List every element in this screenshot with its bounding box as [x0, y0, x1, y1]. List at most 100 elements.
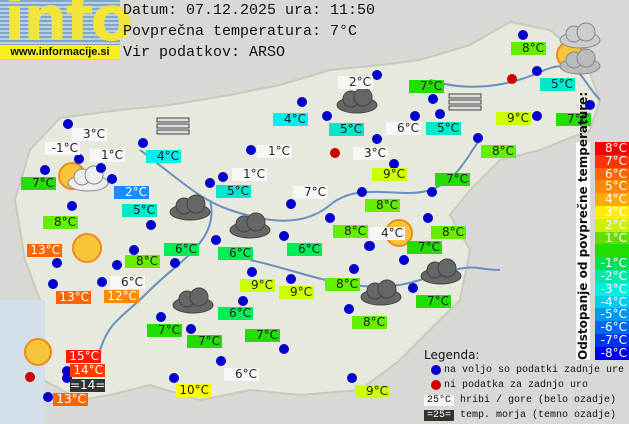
station-dot[interactable] — [322, 111, 332, 121]
fog-icon — [156, 117, 190, 135]
temperature-label: 5°C — [329, 123, 364, 136]
temperature-label: 8°C — [511, 42, 546, 55]
station-dot[interactable] — [279, 231, 289, 241]
scale-step: 1°C — [595, 231, 629, 245]
station-dot[interactable] — [325, 213, 335, 223]
station-dot[interactable] — [389, 159, 399, 169]
temperature-label: 7°C — [187, 335, 222, 348]
station-dot[interactable] — [286, 199, 296, 209]
station-dot[interactable] — [372, 70, 382, 80]
cloud-icon — [229, 212, 271, 239]
station-dot[interactable] — [48, 279, 58, 289]
temperature-label: 8°C — [352, 316, 387, 329]
station-dot[interactable] — [410, 111, 420, 121]
station-dot[interactable] — [129, 245, 139, 255]
temperature-label: 5°C — [540, 78, 575, 91]
station-dot[interactable] — [40, 165, 50, 175]
temperature-label: 13°C — [56, 291, 91, 304]
legend-missing-text: ni podatka za zadnjo uro — [444, 380, 589, 391]
station-dot[interactable] — [146, 220, 156, 230]
sun-cloud-icon — [556, 22, 601, 75]
station-dot[interactable] — [138, 138, 148, 148]
station-dot[interactable] — [344, 304, 354, 314]
station-dot[interactable] — [247, 267, 257, 277]
temperature-label: 8°C — [43, 216, 78, 229]
temperature-label: 15°C — [66, 350, 101, 363]
station-dot[interactable] — [67, 201, 77, 211]
temperature-label: 2°C — [338, 76, 373, 89]
station-dot[interactable] — [473, 133, 483, 143]
scale-step — [595, 244, 629, 258]
station-dot[interactable] — [62, 373, 72, 383]
station-dot[interactable] — [169, 373, 179, 383]
temperature-label: 8°C — [431, 226, 466, 239]
station-dot[interactable] — [585, 100, 595, 110]
station-dot[interactable] — [186, 324, 196, 334]
legend-sea-text: temp. morja (temno ozadje) — [460, 410, 617, 421]
station-dot[interactable] — [170, 258, 180, 268]
logo-url[interactable]: www.informacije.si — [0, 45, 120, 59]
legend-sea: =25= temp. morja (temno ozadje) — [424, 408, 616, 423]
station-dot[interactable] — [211, 235, 221, 245]
station-dot[interactable] — [349, 264, 359, 274]
station-dot-missing[interactable] — [507, 74, 517, 84]
station-dot[interactable] — [62, 366, 72, 376]
temperature-label: 9°C — [240, 279, 275, 292]
station-dot[interactable] — [347, 373, 357, 383]
temperature-label: 1°C — [257, 145, 292, 158]
temperature-label: 6°C — [386, 122, 421, 135]
station-dot[interactable] — [408, 283, 418, 293]
station-dot[interactable] — [96, 163, 106, 173]
station-dot[interactable] — [399, 255, 409, 265]
station-dot[interactable] — [532, 111, 542, 121]
temperature-label: 2°C — [114, 186, 149, 199]
temperature-label: 12°C — [104, 290, 139, 303]
station-dot[interactable] — [297, 97, 307, 107]
station-dot[interactable] — [112, 260, 122, 270]
temperature-label: 13°C — [27, 244, 62, 257]
station-dot[interactable] — [279, 344, 289, 354]
temperature-label: 3°C — [72, 128, 107, 141]
station-dot[interactable] — [286, 274, 296, 284]
temperature-label: 8°C — [325, 278, 360, 291]
cloud-icon — [169, 194, 211, 221]
station-dot[interactable] — [52, 258, 62, 268]
cloud-icon — [420, 258, 462, 285]
station-dot[interactable] — [365, 241, 375, 251]
temperature-label: 6°C — [218, 247, 253, 260]
station-dot[interactable] — [428, 94, 438, 104]
station-dot[interactable] — [107, 174, 117, 184]
station-dot[interactable] — [97, 277, 107, 287]
temperature-label: 4°C — [370, 227, 405, 240]
station-dot-missing[interactable] — [330, 148, 340, 158]
logo[interactable]: info www.informacije.si — [0, 0, 133, 60]
temperature-label: 10°C — [176, 384, 211, 397]
station-dot[interactable] — [43, 392, 53, 402]
station-dot[interactable] — [372, 134, 382, 144]
legend-available: na voljo so podatki zadnje ure — [424, 363, 624, 378]
legend-hill-sample: 25°C — [424, 395, 455, 406]
station-dot[interactable] — [205, 178, 215, 188]
station-dot[interactable] — [74, 154, 84, 164]
temperature-label: 13°C — [53, 393, 88, 406]
station-dot[interactable] — [63, 119, 73, 129]
station-dot[interactable] — [218, 172, 228, 182]
temperature-label: 8°C — [333, 225, 368, 238]
station-dot[interactable] — [427, 187, 437, 197]
temperature-label: 9°C — [279, 286, 314, 299]
station-dot[interactable] — [518, 30, 528, 40]
station-dot[interactable] — [216, 356, 226, 366]
scale-title: Odstopanje od povprečne temperature: — [576, 91, 590, 360]
station-dot[interactable] — [532, 66, 542, 76]
station-dot[interactable] — [156, 312, 166, 322]
station-dot-missing[interactable] — [25, 372, 35, 382]
station-dot[interactable] — [238, 296, 248, 306]
station-dot[interactable] — [423, 213, 433, 223]
scale-step: -3°C — [595, 282, 629, 296]
station-dot[interactable] — [357, 187, 367, 197]
station-dot[interactable] — [246, 145, 256, 155]
scale-step: -7°C — [595, 334, 629, 347]
station-dot[interactable] — [435, 109, 445, 119]
legend-hill-text: hribi / gore (belo ozadje) — [460, 395, 617, 406]
